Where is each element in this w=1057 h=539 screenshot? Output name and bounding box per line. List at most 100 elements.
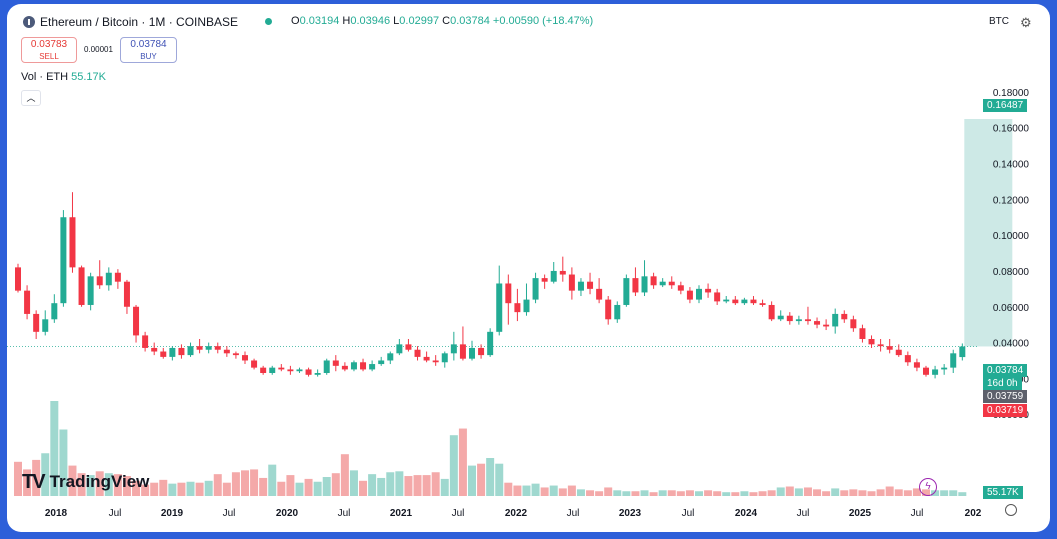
candle-body — [51, 303, 58, 320]
volume-bar — [422, 475, 431, 496]
candle-body — [369, 364, 376, 370]
volume-bar — [486, 458, 495, 496]
x-tick-label: Jul — [109, 508, 122, 519]
y-tick-label: 0.08000 — [993, 267, 1030, 278]
volume-bar — [867, 491, 876, 496]
candle-body — [723, 299, 730, 302]
candle-body — [78, 267, 85, 305]
candle-body — [378, 360, 385, 365]
volume-bar — [676, 491, 685, 496]
candle-body — [133, 306, 140, 336]
candle-body — [396, 344, 403, 354]
volume-bar — [77, 473, 86, 496]
candle-body — [269, 367, 276, 374]
volume-legend[interactable]: Vol · ETH 55.17K — [21, 71, 106, 83]
volume-bar — [304, 478, 313, 496]
mid-price-tag: 0.03759 — [983, 390, 1028, 403]
y-tick-label: 0.16000 — [993, 124, 1030, 135]
y-tick-label: 0.18000 — [993, 88, 1030, 99]
buy-button[interactable]: 0.03784 BUY — [120, 37, 177, 63]
sell-button[interactable]: 0.03783 SELL — [21, 37, 77, 63]
candle-body — [387, 353, 394, 361]
x-tick-label: 2018 — [45, 508, 68, 519]
volume-bar — [513, 485, 522, 496]
volume-bar — [731, 492, 740, 496]
ohlc-change: +0.00590 (+18.47%) — [492, 15, 594, 27]
volume-bar — [413, 475, 422, 496]
candle-body — [196, 346, 203, 350]
candle-body — [469, 347, 475, 359]
currency-label[interactable]: BTC — [989, 16, 1009, 27]
volume-bar — [250, 469, 259, 496]
volume-bar — [68, 465, 77, 496]
target-price-tag: 0.16487 — [983, 99, 1028, 112]
candle-body — [577, 281, 584, 291]
candle-body — [341, 365, 348, 370]
x-tick-label: Jul — [567, 508, 580, 519]
volume-bar — [631, 491, 640, 496]
candle-body — [305, 369, 312, 375]
volume-bar — [685, 490, 694, 496]
volume-bar — [277, 481, 286, 496]
candle-body — [750, 299, 757, 304]
volume-bar — [50, 401, 59, 496]
candle-body — [913, 362, 920, 368]
price-chart[interactable]: 0.18000 0.16000 0.14000 0.12000 0.10000 0.080… — [7, 4, 1050, 532]
candle-body — [632, 278, 639, 293]
candle-body — [795, 319, 802, 322]
volume-bar — [822, 491, 831, 496]
candle-body — [105, 272, 112, 286]
lightning-icon[interactable]: ϟ — [919, 478, 937, 496]
volume-bar — [104, 473, 113, 496]
volume-bar — [440, 478, 449, 496]
volume-bar — [377, 477, 386, 496]
tradingview-logo-icon: TV — [22, 470, 46, 493]
candle-body — [187, 346, 194, 356]
y-tick-label: 0.10000 — [993, 231, 1030, 242]
collapse-chevron-up-icon[interactable]: ︿ — [21, 90, 41, 106]
volume-bar — [894, 489, 903, 496]
candle-body — [877, 344, 884, 347]
volume-bar — [204, 480, 213, 496]
x-tick-label: 2019 — [161, 508, 184, 519]
volume-bar — [813, 489, 822, 496]
candle-body — [696, 288, 702, 300]
candle-body — [714, 292, 721, 302]
candle-body — [541, 278, 548, 282]
chart-settings-icon[interactable] — [1005, 504, 1017, 516]
y-tick-label: 0.06000 — [993, 303, 1030, 314]
x-tick-label: Jul — [452, 508, 465, 519]
candle-body — [568, 274, 575, 291]
candle-body — [804, 319, 811, 322]
volume-bar — [740, 491, 749, 496]
volume-bar — [431, 472, 440, 496]
volume-bar — [958, 492, 967, 496]
candle-body — [823, 324, 830, 327]
candle-body — [895, 349, 902, 356]
volume-bar — [767, 490, 776, 496]
volume-bar — [150, 482, 159, 496]
candle-body — [123, 281, 130, 307]
candle-body — [15, 267, 21, 291]
volume-bar — [713, 491, 722, 496]
ohlc-high: 0.03946 — [350, 15, 391, 27]
volume-bar — [141, 484, 150, 496]
spread-value: 0.00001 — [84, 45, 113, 54]
candle-body — [496, 283, 503, 332]
volume-bar — [567, 485, 576, 496]
candle-body — [777, 315, 784, 320]
volume-bar — [86, 475, 95, 496]
x-tick-label: Jul — [682, 508, 695, 519]
volume-bar — [495, 463, 504, 496]
volume-bar — [504, 482, 513, 496]
volume-bar — [222, 482, 231, 496]
candle-body — [741, 299, 748, 304]
candle-body — [677, 285, 684, 291]
x-tick-label: 2024 — [735, 508, 758, 519]
volume-tag: 55.17K — [983, 486, 1023, 499]
candle-body — [641, 276, 648, 293]
volume-bar — [41, 453, 50, 496]
symbol-title[interactable]: Ethereum / Bitcoin · 1M · COINBASE — [40, 15, 239, 29]
volume-bar — [259, 477, 268, 496]
settings-icon[interactable]: ⚙ — [1020, 15, 1032, 30]
